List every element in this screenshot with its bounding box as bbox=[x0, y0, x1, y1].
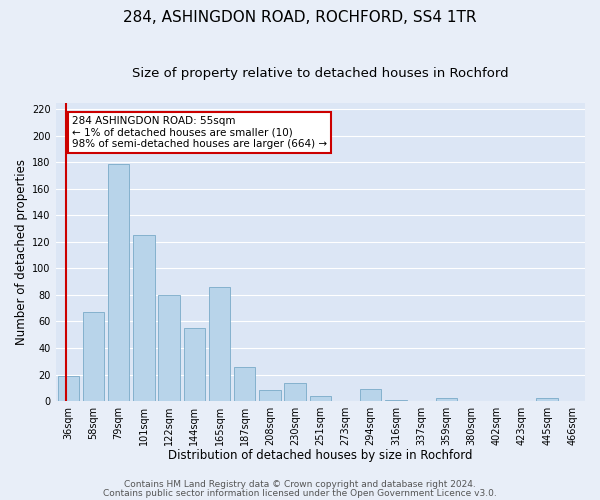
Bar bbox=[234, 366, 256, 401]
Text: 284 ASHINGDON ROAD: 55sqm
← 1% of detached houses are smaller (10)
98% of semi-d: 284 ASHINGDON ROAD: 55sqm ← 1% of detach… bbox=[72, 116, 327, 149]
Bar bbox=[385, 400, 407, 401]
Bar bbox=[536, 398, 558, 401]
Bar bbox=[259, 390, 281, 401]
Text: Contains HM Land Registry data © Crown copyright and database right 2024.: Contains HM Land Registry data © Crown c… bbox=[124, 480, 476, 489]
Bar bbox=[184, 328, 205, 401]
Text: 284, ASHINGDON ROAD, ROCHFORD, SS4 1TR: 284, ASHINGDON ROAD, ROCHFORD, SS4 1TR bbox=[123, 10, 477, 25]
Bar bbox=[436, 398, 457, 401]
Bar bbox=[133, 235, 155, 401]
Bar bbox=[310, 396, 331, 401]
Bar bbox=[158, 295, 180, 401]
Bar bbox=[360, 389, 382, 401]
Title: Size of property relative to detached houses in Rochford: Size of property relative to detached ho… bbox=[132, 68, 509, 80]
Bar bbox=[58, 376, 79, 401]
Bar bbox=[284, 382, 306, 401]
Y-axis label: Number of detached properties: Number of detached properties bbox=[15, 159, 28, 345]
Bar bbox=[108, 164, 130, 401]
Text: Contains public sector information licensed under the Open Government Licence v3: Contains public sector information licen… bbox=[103, 488, 497, 498]
Bar bbox=[83, 312, 104, 401]
Bar bbox=[209, 287, 230, 401]
X-axis label: Distribution of detached houses by size in Rochford: Distribution of detached houses by size … bbox=[168, 450, 473, 462]
